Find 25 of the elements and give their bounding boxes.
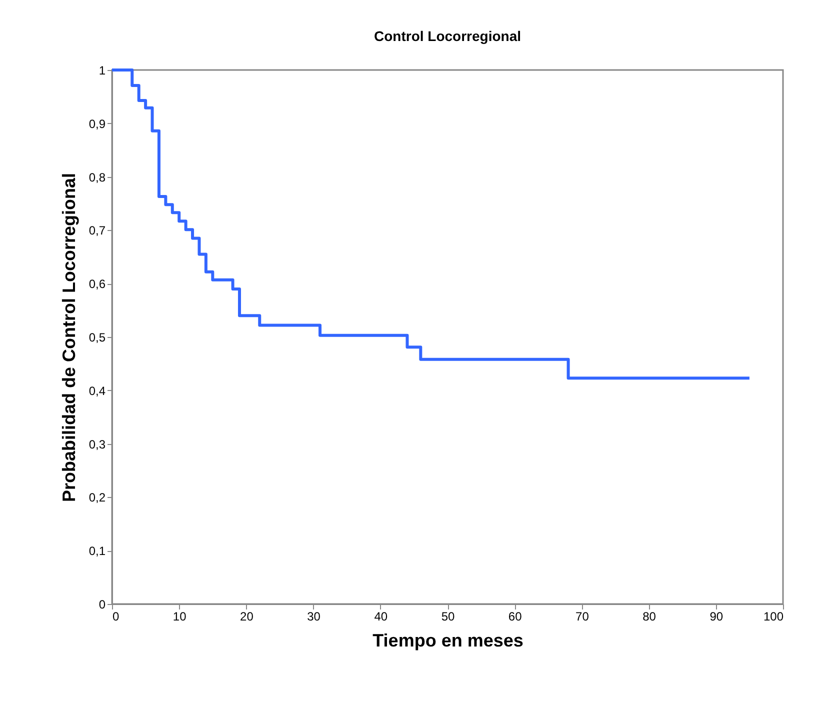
x-tick-label: 30	[307, 610, 321, 624]
x-tick-label: 20	[240, 610, 254, 624]
x-axis-title: Tiempo en meses	[372, 630, 524, 650]
y-tick-label: 0	[98, 598, 106, 612]
y-tick-label: 0,3	[88, 437, 106, 452]
y-tick-label: 0,8	[88, 170, 106, 184]
x-tick-label: 90	[710, 610, 724, 624]
x-tick-label: 50	[441, 610, 455, 624]
y-axis-title: Probabilidad de Control Locorregional	[58, 172, 79, 502]
x-tick-label: 40	[374, 610, 388, 624]
x-tick-label: 60	[508, 610, 522, 624]
x-tick-label: 10	[172, 610, 187, 624]
y-tick-label: 1	[98, 64, 106, 78]
x-tick-label: 0	[112, 610, 120, 624]
y-tick-label: 0,5	[88, 330, 106, 344]
y-tick-label: 0,2	[88, 490, 106, 505]
y-tick-label: 0,4	[88, 384, 106, 398]
y-tick-label: 0,1	[88, 544, 106, 558]
x-tick-label: 100	[763, 610, 784, 624]
y-tick-label: 0,9	[88, 116, 106, 131]
x-tick-label: 70	[576, 610, 590, 624]
x-tick-label: 80	[642, 610, 656, 624]
y-tick-label: 0,6	[88, 277, 106, 292]
y-tick-label: 0,7	[88, 224, 106, 238]
chart-title: Control Locorregional	[374, 28, 521, 44]
